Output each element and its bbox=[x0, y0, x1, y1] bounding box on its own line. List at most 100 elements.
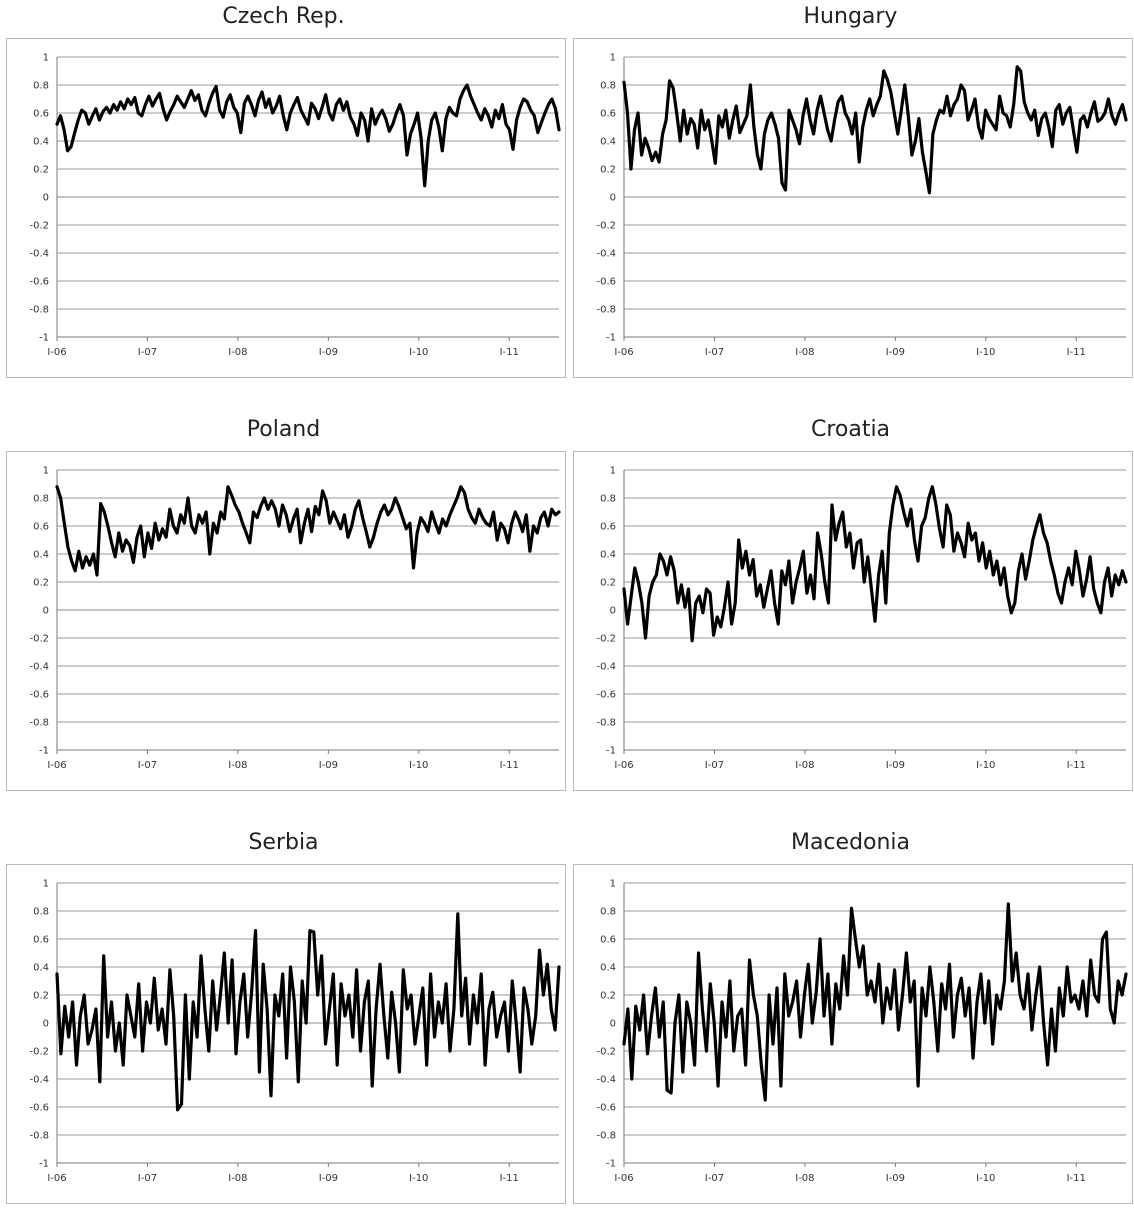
x-tick-label: I-09 bbox=[319, 760, 338, 771]
y-tick-label: 1 bbox=[43, 879, 49, 890]
y-tick-label: -0.8 bbox=[596, 1131, 616, 1142]
y-tick-label: 1 bbox=[610, 879, 616, 890]
y-tick-label: 0.4 bbox=[600, 550, 616, 561]
y-tick-label: 0 bbox=[43, 1019, 49, 1030]
x-tick-label: I-10 bbox=[976, 760, 995, 771]
y-tick-label: -1 bbox=[606, 1159, 616, 1170]
y-tick-label: 0 bbox=[610, 193, 616, 204]
x-tick-label: I-07 bbox=[705, 347, 724, 358]
y-tick-label: -0.4 bbox=[29, 1075, 49, 1086]
y-tick-label: 0.2 bbox=[600, 578, 616, 589]
y-tick-label: -1 bbox=[606, 746, 616, 757]
y-tick-label: 0.8 bbox=[600, 494, 616, 505]
x-tick-label: I-08 bbox=[795, 347, 814, 358]
chart-panel-macedonia: Macedonia 1 0.8 0.6 0.4 0.2 0 -0.2 -0.4 -0.6 -0.8… bbox=[567, 826, 1134, 1228]
x-tick-label: I-06 bbox=[47, 347, 66, 358]
x-tick-label: I-10 bbox=[976, 347, 995, 358]
y-tick-label: 0.2 bbox=[600, 165, 616, 176]
x-tick-label: I-06 bbox=[614, 347, 633, 358]
y-tick-label: 0.6 bbox=[600, 522, 616, 533]
plot-area: 1 0.8 0.6 0.4 0.2 0 -0.2 -0.4 -0.6 -0.8 -1 I-06 I-07… bbox=[573, 38, 1133, 378]
y-tick-label: 1 bbox=[610, 466, 616, 477]
x-tick-label: I-08 bbox=[228, 760, 247, 771]
y-tick-label: -0.8 bbox=[29, 1131, 49, 1142]
y-tick-label: -0.4 bbox=[596, 1075, 616, 1086]
x-tick-label: I-07 bbox=[138, 1173, 157, 1184]
chart-panel-croatia: Croatia 1 0.8 0.6 0.4 0.2 0 -0.2 -0.4 -0.6 -0.8 -1… bbox=[567, 413, 1134, 815]
line-chart: 1 0.8 0.6 0.4 0.2 0 -0.2 -0.4 -0.6 -0.8 -1 I-06 I-07… bbox=[596, 466, 1128, 771]
x-tick-label: I-11 bbox=[500, 1173, 519, 1184]
y-tick-label: 0.8 bbox=[33, 907, 49, 918]
x-tick-label: I-07 bbox=[705, 760, 724, 771]
y-tick-label: -0.6 bbox=[596, 690, 616, 701]
y-tick-label: 0 bbox=[610, 606, 616, 617]
y-tick-label: 0.4 bbox=[600, 137, 616, 148]
line-chart: 1 0.8 0.6 0.4 0.2 0 -0.2 -0.4 -0.6 -0.8 -1 I-06 I-07… bbox=[29, 466, 561, 771]
y-tick-label: -0.4 bbox=[596, 249, 616, 260]
y-tick-label: 0.6 bbox=[600, 109, 616, 120]
x-tick-label: I-07 bbox=[705, 1173, 724, 1184]
y-tick-label: 0.6 bbox=[33, 935, 49, 946]
x-tick-label: I-06 bbox=[614, 1173, 633, 1184]
x-tick-label: I-09 bbox=[886, 1173, 905, 1184]
y-tick-label: -0.8 bbox=[596, 305, 616, 316]
y-tick-label: 0.8 bbox=[33, 494, 49, 505]
y-tick-label: -1 bbox=[606, 333, 616, 344]
x-tick-label: I-11 bbox=[500, 347, 519, 358]
x-tick-label: I-11 bbox=[1067, 760, 1086, 771]
y-tick-label: -0.4 bbox=[29, 249, 49, 260]
y-tick-label: -0.6 bbox=[596, 1103, 616, 1114]
y-tick-label: -0.4 bbox=[596, 662, 616, 673]
x-tick-label: I-07 bbox=[138, 760, 157, 771]
series-line bbox=[622, 65, 1128, 195]
chart-panel-czech: Czech Rep. 1 0.8 0.6 0.4 0.2 0 -0.2 -0.4 -0.6 -0.… bbox=[0, 0, 567, 402]
y-tick-label: 0 bbox=[43, 193, 49, 204]
plot-area: 1 0.8 0.6 0.4 0.2 0 -0.2 -0.4 -0.6 -0.8 -1 I-06 I-07… bbox=[6, 451, 566, 791]
x-tick-label: I-06 bbox=[47, 760, 66, 771]
y-tick-label: -0.8 bbox=[29, 718, 49, 729]
chart-title: Serbia bbox=[248, 830, 319, 855]
y-tick-label: 0.4 bbox=[33, 550, 49, 561]
x-tick-label: I-10 bbox=[976, 1173, 995, 1184]
y-tick-label: 0.8 bbox=[33, 81, 49, 92]
y-tick-label: -1 bbox=[39, 746, 49, 757]
line-chart: 1 0.8 0.6 0.4 0.2 0 -0.2 -0.4 -0.6 -0.8 -1 I-06 I-07… bbox=[596, 53, 1128, 358]
x-tick-label: I-08 bbox=[795, 1173, 814, 1184]
y-tick-label: -0.2 bbox=[596, 1047, 616, 1058]
x-tick-label: I-09 bbox=[886, 347, 905, 358]
chart-title: Czech Rep. bbox=[222, 4, 345, 29]
x-tick-label: I-09 bbox=[886, 760, 905, 771]
y-tick-label: 0.2 bbox=[600, 991, 616, 1002]
line-chart: 1 0.8 0.6 0.4 0.2 0 -0.2 -0.4 -0.6 -0.8 -1 I-06 I-07… bbox=[29, 53, 561, 358]
line-chart: 1 0.8 0.6 0.4 0.2 0 -0.2 -0.4 -0.6 -0.8 -1 I-06 I-07… bbox=[29, 879, 561, 1184]
y-tick-label: 0.8 bbox=[600, 907, 616, 918]
y-tick-label: -0.6 bbox=[29, 690, 49, 701]
y-tick-label: 0 bbox=[43, 606, 49, 617]
chart-title: Poland bbox=[246, 417, 321, 442]
y-tick-label: -0.6 bbox=[29, 1103, 49, 1114]
x-tick-label: I-10 bbox=[409, 1173, 428, 1184]
line-chart: 1 0.8 0.6 0.4 0.2 0 -0.2 -0.4 -0.6 -0.8 -1 I-06 I-07… bbox=[596, 879, 1128, 1184]
y-tick-label: -0.6 bbox=[29, 277, 49, 288]
y-tick-label: -0.2 bbox=[29, 634, 49, 645]
x-tick-label: I-06 bbox=[614, 760, 633, 771]
y-tick-label: 0.4 bbox=[33, 963, 49, 974]
chart-panel-hungary: Hungary 1 0.8 0.6 0.4 0.2 0 -0.2 -0.4 -0.6 -0.8 -1… bbox=[567, 0, 1134, 402]
y-tick-label: -0.6 bbox=[596, 277, 616, 288]
chart-title: Croatia bbox=[810, 417, 891, 442]
series-line bbox=[622, 902, 1128, 1102]
y-tick-label: 0.6 bbox=[600, 935, 616, 946]
series-line bbox=[55, 485, 561, 577]
y-tick-label: 0.6 bbox=[33, 522, 49, 533]
chart-panel-serbia: Serbia 1 0.8 0.6 0.4 0.2 0 -0.2 -0.4 -0.6 -0.8 -1 I… bbox=[0, 826, 567, 1228]
chart-title: Macedonia bbox=[790, 830, 911, 855]
series-line bbox=[55, 83, 561, 188]
x-tick-label: I-08 bbox=[228, 1173, 247, 1184]
y-tick-label: -0.4 bbox=[29, 662, 49, 673]
y-tick-label: -0.2 bbox=[596, 634, 616, 645]
y-tick-label: 1 bbox=[610, 53, 616, 64]
plot-area: 1 0.8 0.6 0.4 0.2 0 -0.2 -0.4 -0.6 -0.8 -1 I-06 I-07… bbox=[6, 38, 566, 378]
y-tick-label: 0.6 bbox=[33, 109, 49, 120]
x-tick-label: I-08 bbox=[795, 760, 814, 771]
y-tick-label: -0.2 bbox=[29, 221, 49, 232]
